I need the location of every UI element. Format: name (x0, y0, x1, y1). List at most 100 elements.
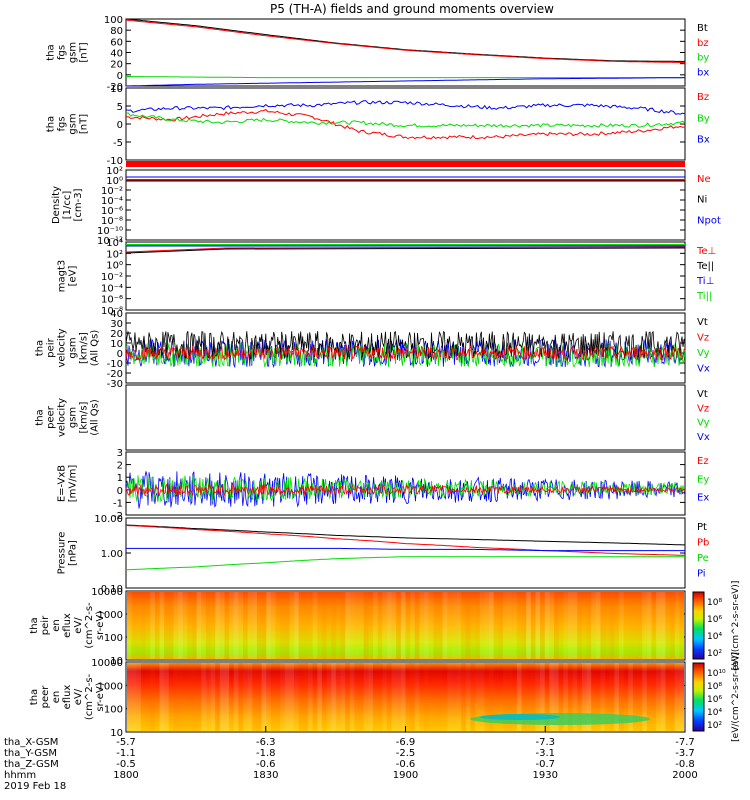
series-noise-black (125, 330, 686, 360)
y-axis-label: gsm (68, 407, 79, 428)
spectrogram-texture (238, 663, 244, 731)
spectrogram-texture (266, 592, 271, 659)
spectrogram-texture (567, 592, 573, 659)
legend-entry: Pt (697, 522, 707, 533)
colorbar-tick-label: 10¹⁰ (707, 669, 726, 679)
spectrogram-texture (187, 592, 192, 659)
y-tick-label: 80 (110, 26, 123, 37)
legend-entry: bx (697, 67, 709, 78)
legend-entry: Te⊥ (696, 246, 716, 257)
spectrogram-texture (651, 592, 657, 659)
y-axis-label: Pressure (57, 532, 68, 575)
y-tick-label: 10⁻⁴ (101, 283, 123, 294)
colorbar-tick-label: 10² (707, 649, 722, 659)
y-axis-label: en (51, 619, 62, 632)
y-tick-label: -2 (113, 511, 123, 522)
y-axis-label: [1/cc] (62, 191, 73, 220)
spectrogram-texture (131, 592, 137, 659)
spectrogram-texture (558, 663, 564, 731)
colorbar-tick-label: 10⁴ (707, 708, 722, 718)
spectrogram-texture (628, 663, 633, 731)
spectrogram-texture (215, 592, 220, 659)
spectrogram-texture (586, 592, 592, 659)
panel-peer-spectrogram: 10000 1000 100 10 tha peer en eflux eV/(cm^2-s-s… (29, 652, 741, 742)
spectrogram-texture (530, 592, 536, 659)
spectrogram-texture (428, 663, 434, 731)
spectrogram-texture (437, 592, 443, 659)
y-axis-label: gsm (68, 337, 79, 358)
y-axis-label: eflux (62, 685, 73, 710)
spectrogram-texture (359, 592, 364, 659)
spectrogram-texture (289, 663, 295, 731)
spectrogram-texture (540, 592, 545, 659)
spectrogram-texture (391, 592, 397, 659)
spectrogram-texture (605, 663, 610, 731)
spectrogram-texture (159, 592, 165, 659)
spectrogram-texture (182, 663, 188, 731)
colorbar-tick-label: 10² (707, 721, 722, 731)
spectrogram-texture (386, 592, 392, 659)
y-axis-label: tha (46, 44, 57, 60)
spectrogram-texture (493, 592, 499, 659)
spectrogram-texture (656, 663, 661, 731)
x-axis-value: 1930 (533, 770, 558, 781)
spectrogram-texture (391, 663, 397, 731)
legend-entry: bz (697, 38, 709, 49)
x-axis-value: -0.8 (675, 759, 695, 770)
spectrogram-texture (428, 592, 434, 659)
spectrogram-texture (614, 592, 620, 659)
y-tick-label: 0 (117, 349, 123, 360)
y-tick-label: 10.00 (94, 514, 123, 525)
y-tick-label: 10⁻² (101, 186, 123, 197)
y-tick-label: 1000 (98, 610, 123, 621)
spectrogram-texture (400, 663, 406, 731)
spectrogram-texture (619, 592, 624, 659)
spectrogram-texture (261, 592, 267, 659)
spectrogram-texture (614, 663, 620, 731)
spectrogram-texture (136, 663, 141, 731)
x-axis-value: -6.9 (396, 737, 416, 748)
spectrogram-texture (373, 663, 378, 731)
spectrogram-texture (275, 592, 281, 659)
spectrogram-texture (632, 663, 638, 731)
spectrogram-texture (363, 592, 369, 659)
spectrogram-texture (168, 663, 174, 731)
series-noise-red (125, 483, 686, 497)
spectrogram-texture (475, 663, 480, 731)
spectrogram-texture (512, 663, 517, 731)
y-axis-label: tha (46, 116, 57, 132)
y-tick-label: 100 (104, 705, 123, 716)
y-axis-label: fgs (57, 116, 68, 131)
y-tick-label: 2 (117, 461, 123, 472)
spectrogram-texture (489, 663, 494, 731)
series-line-Pb (125, 524, 686, 556)
colorbar (692, 662, 705, 732)
series-line-Bz (125, 108, 686, 140)
y-axis-label: tha (35, 340, 46, 356)
spectrogram-texture (294, 663, 299, 731)
y-tick-label: 5 (117, 102, 123, 113)
y-tick-label: 10⁻² (101, 272, 123, 283)
y-tick-label: 3 (117, 448, 123, 459)
legend-entry: Vz (697, 403, 709, 414)
spectrogram-texture (280, 592, 285, 659)
spectrogram-texture (205, 663, 211, 731)
y-tick-label: 10⁰ (106, 176, 123, 187)
spectrogram-texture (507, 592, 513, 659)
spectrogram-texture (591, 663, 596, 731)
spectrogram-texture (447, 592, 452, 659)
legend-entry: Vy (697, 348, 710, 359)
spectrogram-texture (530, 663, 536, 731)
spectrogram-texture (191, 592, 197, 659)
spectrogram-texture (154, 663, 160, 731)
spectrogram-texture (247, 663, 253, 731)
spectrogram-texture (456, 592, 462, 659)
spectrogram-feature (480, 714, 560, 720)
y-axis-label: velocity (57, 398, 68, 437)
panel-fgs-gsm-zoom: 10 5 0 -5 -10 tha fgs gsm [nT] Bz By Bx (46, 84, 710, 167)
spectrogram-texture (656, 592, 661, 659)
spectrogram-texture (178, 592, 183, 659)
y-axis-label: peer (46, 405, 57, 429)
spectrogram-texture (651, 663, 657, 731)
